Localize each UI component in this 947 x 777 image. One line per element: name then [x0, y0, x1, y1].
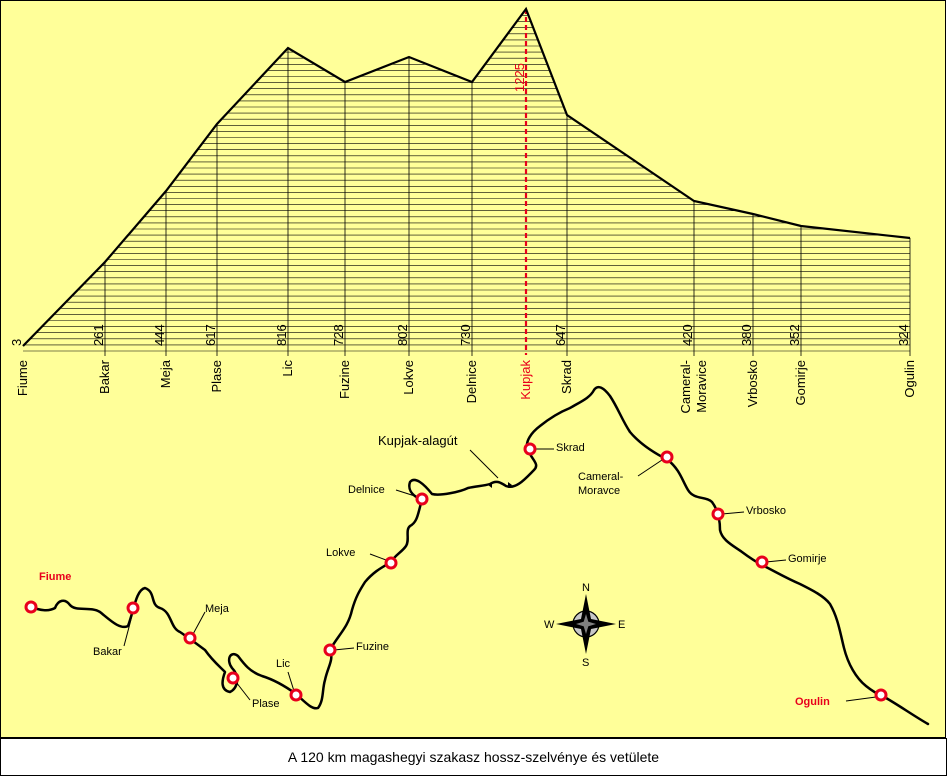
- profile-station-meja: Meja: [158, 359, 173, 388]
- elevation-label-skrad: 647: [553, 324, 568, 346]
- station-marker: [660, 450, 674, 464]
- profile-hatching: [23, 15, 910, 352]
- elevation-label-fuzine: 728: [331, 324, 346, 346]
- map-label-cameral-moravce: Moravce: [578, 485, 620, 497]
- elevation-label-plase: 617: [203, 324, 218, 346]
- compass-n: N: [582, 582, 590, 594]
- station-marker: [24, 600, 38, 614]
- station-marker: [711, 507, 725, 521]
- station-marker: [755, 555, 769, 569]
- profile-station-delnice: Delnice: [464, 360, 479, 403]
- elevation-label-gomirje: 352: [787, 324, 802, 346]
- elevation-label-delnice: 730: [458, 324, 473, 346]
- profile-station-gomirje: Gomirje: [793, 360, 808, 406]
- map-label-lic: Lic: [276, 658, 291, 670]
- map-label-meja: Meja: [205, 603, 230, 615]
- compass-e: E: [618, 619, 625, 631]
- railway-diagram: 3 261 444 617 816 728 802 730 1225 647 420 380 352 32…: [0, 0, 946, 738]
- station-marker: [226, 671, 240, 685]
- map-station-skrad: Skrad: [523, 442, 585, 456]
- elevation-label-bakar: 261: [91, 324, 106, 346]
- profile-station-ogulin: Ogulin: [902, 360, 917, 398]
- profile-station-bakar: Bakar: [97, 359, 112, 394]
- elevation-label-vrbosko: 380: [739, 324, 754, 346]
- diagram-caption: A 120 km magashegyi szakasz hossz-szelvé…: [0, 738, 947, 776]
- map-label-lokve: Lokve: [326, 547, 355, 559]
- profile-station-lic: Lic: [280, 360, 295, 377]
- elevation-label-lic: 816: [274, 324, 289, 346]
- map-station-cameral-moravce: Cameral- Moravce: [578, 450, 674, 497]
- compass-w: W: [544, 619, 555, 631]
- map-station-meja: Meja: [183, 603, 230, 645]
- map-label-gomirje: Gomirje: [788, 553, 827, 565]
- map-label-fiume: Fiume: [39, 571, 71, 583]
- station-marker: [415, 492, 429, 506]
- map-label-fuzine: Fuzine: [356, 641, 389, 653]
- map-label-vrbosko: Vrbosko: [746, 505, 786, 517]
- elevation-label-meja: 444: [152, 324, 167, 346]
- elevation-label-fiume: 3: [9, 339, 24, 346]
- station-marker: [289, 688, 303, 702]
- elevation-label-kupjak: 1225: [512, 63, 527, 92]
- station-marker: [183, 631, 197, 645]
- map-label-skrad: Skrad: [556, 442, 585, 454]
- elevation-label-ogulin: 324: [896, 324, 911, 346]
- station-marker: [874, 688, 888, 702]
- route-map: Kupjak-alagút Fiume Bakar Meja Plase Lic Fuzin…: [24, 385, 930, 726]
- map-station-delnice: Delnice: [348, 484, 429, 506]
- profile-station-kupjak: Kupjak: [518, 360, 533, 400]
- map-label-delnice: Delnice: [348, 484, 385, 496]
- profile-station-lokve: Lokve: [401, 360, 416, 395]
- map-station-fuzine: Fuzine: [323, 641, 389, 657]
- profile-station-plase: Plase: [209, 360, 224, 393]
- profile-station-fiume: Fiume: [15, 360, 30, 396]
- map-label-cameral-moravce: Cameral-: [578, 471, 624, 483]
- profile-station-skrad: Skrad: [559, 360, 574, 394]
- map-label-plase: Plase: [252, 698, 280, 710]
- compass-rose: N S E W: [544, 582, 625, 669]
- elevation-label-cameral-moravice: 420: [680, 324, 695, 346]
- station-marker: [126, 601, 140, 615]
- elevation-label-lokve: 802: [395, 324, 410, 346]
- map-station-lic: Lic: [276, 658, 303, 702]
- map-label-ogulin: Ogulin: [795, 696, 830, 708]
- station-marker: [523, 442, 537, 456]
- elevation-profile: 3 261 444 617 816 728 802 730 1225 647 420 380 352 32…: [9, 6, 917, 413]
- map-station-vrbosko: Vrbosko: [711, 505, 786, 521]
- railway-route: [28, 385, 930, 726]
- tunnel-label: Kupjak-alagút: [378, 433, 458, 448]
- compass-s: S: [582, 657, 589, 669]
- tunnel-marker: Kupjak-alagút: [378, 433, 512, 488]
- profile-station-fuzine: Fuzine: [337, 360, 352, 399]
- map-station-ogulin: Ogulin: [795, 688, 888, 708]
- profile-station-cameral-moravice: Moravice: [694, 360, 709, 413]
- map-station-gomirje: Gomirje: [755, 553, 827, 569]
- map-station-fiume: Fiume: [24, 571, 71, 614]
- map-station-bakar: Bakar: [93, 601, 140, 658]
- diagram-background: [0, 0, 946, 738]
- map-label-bakar: Bakar: [93, 646, 122, 658]
- map-station-lokve: Lokve: [326, 547, 398, 570]
- map-station-plase: Plase: [226, 671, 280, 710]
- station-marker: [323, 643, 337, 657]
- profile-station-cameral-moravice: Cameral-: [678, 360, 693, 413]
- profile-station-vrbosko: Vrbosko: [745, 360, 760, 407]
- station-marker: [384, 556, 398, 570]
- profile-outline: [22, 6, 911, 347]
